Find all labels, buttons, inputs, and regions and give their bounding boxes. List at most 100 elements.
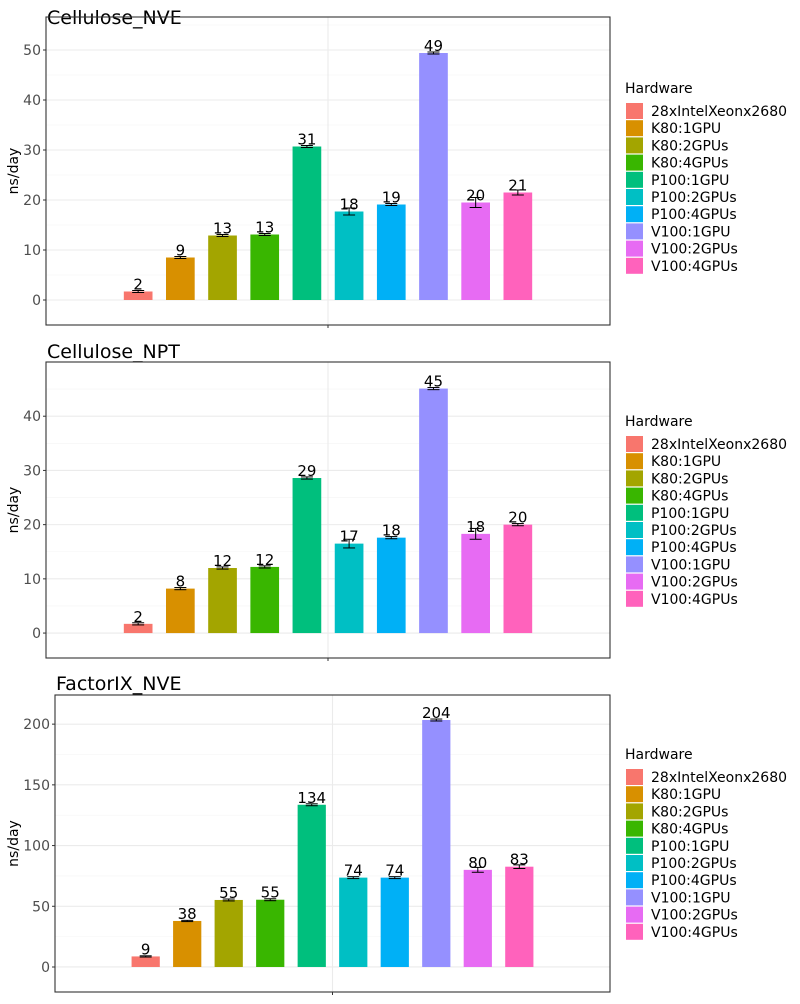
data-label: 2: [133, 608, 143, 626]
legend-label: V100:4GPUs: [651, 925, 738, 941]
legend-swatch: [626, 470, 643, 487]
error-bar: [174, 587, 187, 591]
legend-label: K80:1GPU: [651, 787, 721, 803]
error-bar: [305, 803, 318, 807]
error-bar: [216, 234, 229, 237]
legend-label: K80:4GPUs: [651, 156, 728, 172]
y-tick-label: 50: [32, 899, 50, 915]
legend-label: V100:1GPU: [651, 890, 730, 906]
error-bar: [300, 476, 313, 480]
error-bar: [132, 290, 145, 293]
legend-swatch: [626, 103, 643, 119]
legend-label: P100:2GPUs: [651, 523, 737, 539]
bar-K80:4GPUs: [250, 234, 280, 300]
data-label: 38: [178, 905, 197, 923]
legend-item: V100:2GPUs: [626, 573, 738, 591]
error-bar: [139, 955, 152, 958]
panel-border: [45, 16, 611, 326]
legend-item: K80:2GPUs: [626, 137, 728, 154]
y-tick-label: 10: [23, 243, 41, 259]
legend-item: V100:2GPUs: [626, 906, 738, 924]
y-axis-label: ns/day: [6, 148, 22, 195]
bar-28xIntelXeonx2680: [123, 623, 153, 634]
bar-K80:4GPUs: [250, 566, 280, 634]
legend: Hardware 28xIntelXeonx2680K80:1GPUK80:2GP…: [625, 81, 787, 275]
legend-item: 28xIntelXeonx2680: [626, 436, 787, 453]
legend-label: K80:1GPU: [651, 121, 721, 137]
legend-swatch: [626, 556, 643, 573]
bar-K80:1GPU: [173, 920, 202, 967]
data-label: 18: [466, 518, 485, 536]
data-label: 17: [340, 528, 359, 546]
data-label: 74: [385, 862, 404, 880]
data-label: 20: [466, 187, 485, 205]
error-bar: [471, 866, 484, 873]
legend-swatch: [626, 539, 643, 556]
error-bar: [222, 898, 235, 902]
legend-swatch: [626, 257, 643, 274]
error-bar: [427, 51, 440, 55]
legend-swatch: [626, 573, 643, 590]
y-tick-label: 100: [23, 839, 50, 855]
legend-item: V100:1GPU: [626, 889, 730, 906]
panel-3: FactorIX_NVE 0 50 100 150 200 ns/day 9 38 55 55 134…: [6, 673, 787, 995]
legend-item: P100:4GPUs: [626, 206, 737, 223]
legend-swatch: [626, 522, 643, 538]
panel-2: Cellulose_NPT 0 10 20 30 40 ns/day 2 8 12 12 29 17 18…: [6, 341, 787, 661]
legend-label: K80:4GPUs: [651, 489, 728, 505]
legend-label: V100:2GPUs: [651, 575, 738, 591]
legend-item: K80:2GPUs: [626, 803, 728, 820]
error-bar: [181, 919, 194, 923]
data-label: 31: [297, 131, 316, 149]
legend-label: V100:1GPU: [651, 224, 730, 240]
legend-title: Hardware: [625, 81, 693, 97]
legend-item: K80:1GPU: [626, 786, 721, 803]
legend-swatch: [626, 923, 643, 940]
legend-label: K80:2GPUs: [651, 804, 728, 820]
panel-title: Cellulose_NPT: [47, 341, 180, 363]
legend-item: P100:2GPUs: [626, 189, 737, 206]
data-label: 45: [424, 373, 443, 391]
panel-border: [54, 694, 611, 993]
legend-item: V100:4GPUs: [626, 923, 738, 941]
data-label: 21: [508, 177, 527, 195]
legend-item: V100:2GPUs: [626, 240, 738, 258]
legend-item: K80:4GPUs: [626, 487, 728, 505]
error-bar: [427, 386, 440, 391]
legend-swatch: [626, 453, 643, 470]
legend-swatch: [626, 855, 643, 871]
bar-P100:1GPU: [292, 146, 322, 300]
bar-V100:4GPUs: [505, 866, 534, 967]
error-bar: [264, 898, 277, 902]
legend: Hardware 28xIntelXeonx2680K80:1GPUK80:2GP…: [625, 747, 787, 941]
legend-label: P100:2GPUs: [651, 856, 737, 872]
legend-swatch: [626, 189, 643, 205]
legend-title: Hardware: [625, 747, 693, 763]
legend-label: V100:1GPU: [651, 557, 730, 573]
error-bar: [469, 197, 482, 208]
bar-V100:2GPUs: [461, 202, 490, 300]
legend-swatch: [626, 590, 643, 607]
legend-item: P100:2GPUs: [626, 855, 737, 872]
bar-28xIntelXeonx2680: [131, 956, 160, 967]
legend-item: V100:4GPUs: [626, 590, 738, 608]
legend-item: 28xIntelXeonx2680: [626, 769, 787, 786]
y-axis-label: ns/day: [6, 820, 22, 867]
panel-title: FactorIX_NVE: [56, 673, 182, 695]
error-bar: [347, 876, 360, 880]
error-bar: [343, 538, 356, 549]
legend-swatch: [626, 206, 643, 223]
legend-item: V100:1GPU: [626, 556, 730, 573]
legend-item: K80:1GPU: [626, 453, 721, 470]
data-label: 13: [213, 220, 232, 238]
legend-swatch: [626, 504, 643, 521]
y-tick-label: 10: [23, 572, 41, 588]
error-bar: [258, 233, 271, 236]
bar-P100:4GPUs: [380, 877, 409, 967]
legend-label: P100:4GPUs: [651, 207, 737, 223]
legend-swatch: [626, 906, 643, 923]
y-tick-label: 50: [23, 43, 41, 59]
bar-P100:2GPUs: [334, 211, 364, 300]
bar-V100:4GPUs: [503, 524, 533, 634]
data-label: 12: [213, 552, 232, 570]
